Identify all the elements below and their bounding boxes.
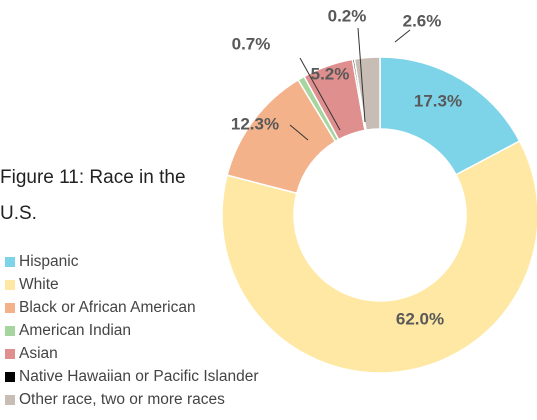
chart-title: Figure 11: Race in the U.S. xyxy=(0,167,186,224)
legend-swatch xyxy=(5,349,15,359)
leader-line xyxy=(289,124,309,141)
donut-slice xyxy=(353,56,381,131)
data-label: 2.6% xyxy=(403,11,442,30)
legend-swatch xyxy=(5,395,15,405)
legend-swatch xyxy=(5,257,15,267)
legend-label: Hispanic xyxy=(19,253,79,270)
legend-label: Asian xyxy=(19,345,58,362)
leader-line xyxy=(394,29,411,43)
data-label: 12.3% xyxy=(231,114,279,133)
leader-line xyxy=(357,27,366,123)
legend-swatch xyxy=(5,372,15,382)
legend-swatch xyxy=(5,326,15,336)
leader-line xyxy=(299,57,341,131)
legend-swatch xyxy=(5,303,15,313)
data-label: 0.2% xyxy=(328,6,367,25)
legend-label: Native Hawaiian or Pacific Islander xyxy=(19,368,259,385)
donut-slice xyxy=(221,140,537,374)
legend-swatch xyxy=(5,280,15,290)
data-label: 62.0% xyxy=(396,309,444,328)
legend-label: White xyxy=(19,276,59,293)
data-label: 0.7% xyxy=(232,34,271,53)
data-label: 17.3% xyxy=(414,91,462,110)
data-label: 5.2% xyxy=(311,64,350,83)
legend-label: American Indian xyxy=(19,322,131,339)
legend-label: Other race, two or more races xyxy=(19,391,225,408)
legend-label: Black or African American xyxy=(19,299,196,316)
